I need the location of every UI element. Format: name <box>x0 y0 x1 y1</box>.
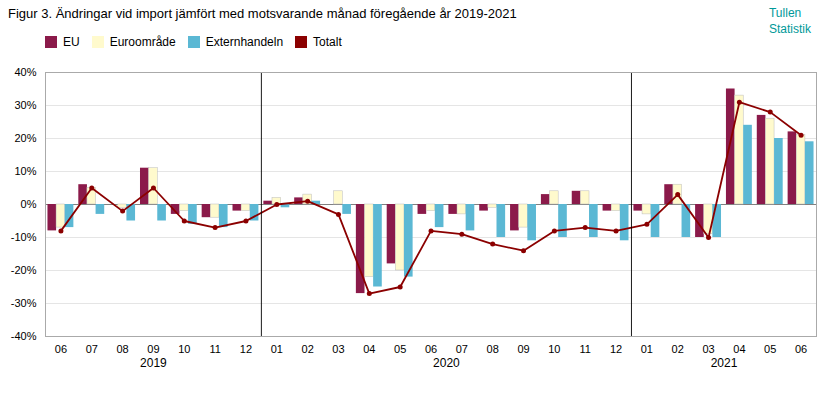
svg-text:0%: 0% <box>21 198 37 210</box>
svg-text:11: 11 <box>579 343 590 355</box>
svg-text:04: 04 <box>363 343 375 355</box>
svg-text:03: 03 <box>332 343 344 355</box>
svg-text:06: 06 <box>425 343 437 355</box>
svg-text:-30%: -30% <box>11 297 37 309</box>
svg-text:30%: 30% <box>14 99 36 111</box>
svg-text:04: 04 <box>733 343 745 355</box>
svg-text:05: 05 <box>394 343 406 355</box>
svg-text:12: 12 <box>610 343 622 355</box>
svg-text:02: 02 <box>302 343 314 355</box>
html-text:EU: EU <box>63 34 80 49</box>
html-text:Totalt: Totalt <box>313 34 342 49</box>
svg-text:09: 09 <box>517 343 529 355</box>
svg-text:06: 06 <box>795 343 807 355</box>
svg-text:10: 10 <box>548 343 560 355</box>
svg-text:02: 02 <box>672 343 684 355</box>
html-text:Figur 3. Ändringar vid import: Figur 3. Ändringar vid import jämfört me… <box>8 6 517 21</box>
svg-text:07: 07 <box>456 343 468 355</box>
svg-text:11: 11 <box>209 343 220 355</box>
svg-text:10: 10 <box>178 343 190 355</box>
svg-text:-10%: -10% <box>11 231 37 243</box>
html-text:Externhandeln: Externhandeln <box>205 34 284 49</box>
svg-text:2020: 2020 <box>433 356 460 370</box>
svg-text:07: 07 <box>86 343 98 355</box>
svg-text:40%: 40% <box>14 66 36 78</box>
html-text:Statistik: Statistik <box>769 21 811 36</box>
svg-text:-20%: -20% <box>11 264 37 276</box>
svg-text:06: 06 <box>55 343 67 355</box>
svg-text:2019: 2019 <box>140 356 167 370</box>
svg-text:08: 08 <box>487 343 499 355</box>
svg-text:08: 08 <box>116 343 128 355</box>
svg-text:01: 01 <box>271 343 283 355</box>
svg-text:12: 12 <box>240 343 252 355</box>
svg-text:10%: 10% <box>14 165 36 177</box>
svg-text:20%: 20% <box>14 132 36 144</box>
svg-text:-40%: -40% <box>11 330 37 342</box>
svg-text:2021: 2021 <box>711 356 738 370</box>
html-text:Tullen: Tullen <box>769 6 802 20</box>
svg-text:01: 01 <box>641 343 653 355</box>
svg-text:09: 09 <box>147 343 159 355</box>
svg-text:05: 05 <box>764 343 776 355</box>
svg-text:03: 03 <box>702 343 714 355</box>
html-text:Euroområde: Euroområde <box>109 34 176 49</box>
